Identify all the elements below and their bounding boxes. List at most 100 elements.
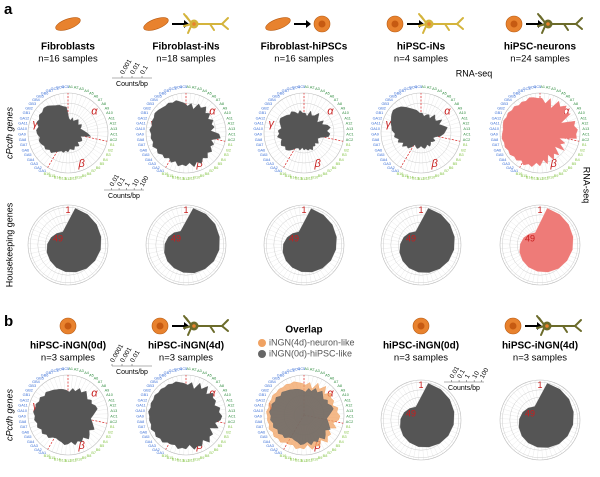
gene-cluster-label: β (78, 158, 86, 170)
gene-label: GB7 (399, 89, 407, 93)
gene-label: GC5 (533, 85, 541, 89)
scale-tick-label: 10 (131, 178, 141, 188)
gene-label: A7 (216, 380, 221, 384)
gene-label: B4 (221, 158, 226, 162)
legend-swatch (258, 339, 266, 347)
sample-count: n=3 samples (41, 353, 95, 364)
gene-label: B7 (209, 451, 214, 455)
gene-label: B15 (49, 174, 56, 178)
group-divider (539, 132, 580, 142)
gene-label: B11 (306, 177, 312, 181)
nucleus (64, 322, 72, 330)
group-divider (283, 132, 305, 168)
gene-label: B5 (100, 444, 105, 448)
gene-label: GA4 (145, 440, 153, 444)
gene-label: GA3 (30, 444, 38, 448)
housekeeping-profile (399, 382, 455, 448)
panel-title: hiPSC-iNGN(0d) (383, 341, 459, 352)
gene-label: GC3 (169, 87, 177, 91)
gene-label: A10 (224, 111, 231, 115)
gene-label: A3 (315, 87, 320, 91)
gene-label: A6 (94, 376, 99, 380)
gene-label: GB1 (495, 111, 503, 115)
gene-label: A7 (216, 98, 221, 102)
gene-label: GB6 (41, 91, 49, 95)
gene-label: B16 (397, 172, 404, 176)
gene-label: B7 (91, 169, 96, 173)
gene-label: B3 (106, 435, 111, 439)
gene-label: GB4 (32, 98, 40, 102)
gene-label: GA1 (156, 451, 164, 455)
gene-label: A10 (224, 393, 231, 397)
outer-ring (27, 204, 109, 286)
scale-tick-label: 100 (139, 175, 151, 188)
gene-label: GC5 (179, 367, 187, 371)
gene-label: GA6 (375, 148, 383, 152)
gene-rank-label: 49 (525, 233, 535, 243)
gene-label: GA11 (254, 122, 263, 126)
gene-label: B16 (516, 172, 523, 176)
gene-label: GA1 (38, 451, 46, 455)
gene-label: GB7 (282, 89, 290, 93)
gene-label: B4 (339, 440, 344, 444)
gene-label: B11 (188, 177, 194, 181)
gene-label: GB4 (268, 380, 276, 384)
scale-unit: Counts/bp (108, 193, 140, 200)
gene-label: A8 (219, 384, 224, 388)
gene-label: B4 (221, 440, 226, 444)
gene-label: A11 (344, 398, 350, 402)
gene-label: B8 (87, 172, 92, 176)
gene-label: GC3 (523, 87, 531, 91)
gene-label: GA12 (373, 116, 383, 120)
gene-label: A8 (337, 102, 342, 106)
gene-label: GB1 (376, 111, 384, 115)
gene-label: A5 (89, 91, 94, 95)
gene-label: A11 (108, 116, 114, 120)
gene-label: B4 (456, 158, 461, 162)
gene-label: B13 (295, 177, 302, 181)
gene-label: GA9 (136, 414, 144, 418)
gene-label: GB5 (154, 376, 162, 380)
gene-label: GC4 (174, 86, 182, 90)
gene-label: B7 (209, 169, 214, 173)
gene-label: GA10 (253, 127, 263, 131)
gene-label: GB3 (264, 384, 272, 388)
gene-label: GA5 (260, 435, 268, 439)
gene-label: B9 (435, 174, 440, 178)
gene-label: B15 (285, 456, 292, 460)
gene-label: GB7 (46, 371, 54, 375)
group-divider (283, 414, 305, 450)
group-divider (185, 132, 226, 142)
gene-label: GC4 (292, 86, 300, 90)
gene-label: B12 (183, 177, 190, 181)
gene-label: GB1 (259, 111, 267, 115)
sample-count: n=4 samples (394, 54, 448, 65)
soma-nucleus (545, 324, 549, 328)
gene-label: B2 (226, 430, 231, 434)
gene-label: AC2 (463, 138, 470, 142)
gene-label: GA11 (254, 404, 263, 408)
gene-label: AC1 (228, 414, 235, 418)
scale-tick-label: 1 (464, 373, 472, 380)
gene-label: GA7 (492, 143, 500, 147)
gene-label: A2 (74, 368, 79, 372)
gene-label: GA9 (254, 132, 262, 136)
gene-label: B6 (214, 448, 219, 452)
gene-label: A10 (342, 393, 349, 397)
gene-label: B8 (87, 454, 92, 458)
gene-label: A5 (325, 373, 330, 377)
gene-label: GC5 (297, 367, 305, 371)
gene-label: GB1 (23, 111, 31, 115)
gene-label: A5 (207, 373, 212, 377)
gene-label: A13 (228, 409, 235, 413)
outer-ring (380, 379, 462, 461)
grid-circle (383, 382, 459, 458)
gene-label: GB3 (28, 102, 36, 106)
gene-label: A9 (105, 388, 110, 392)
gene-label: B3 (578, 153, 583, 157)
gene-label: GB1 (259, 393, 267, 397)
gene-label: A3 (79, 369, 84, 373)
gene-label: GC3 (287, 369, 295, 373)
gene-label: B15 (167, 456, 174, 460)
gene-label: A11 (226, 116, 232, 120)
